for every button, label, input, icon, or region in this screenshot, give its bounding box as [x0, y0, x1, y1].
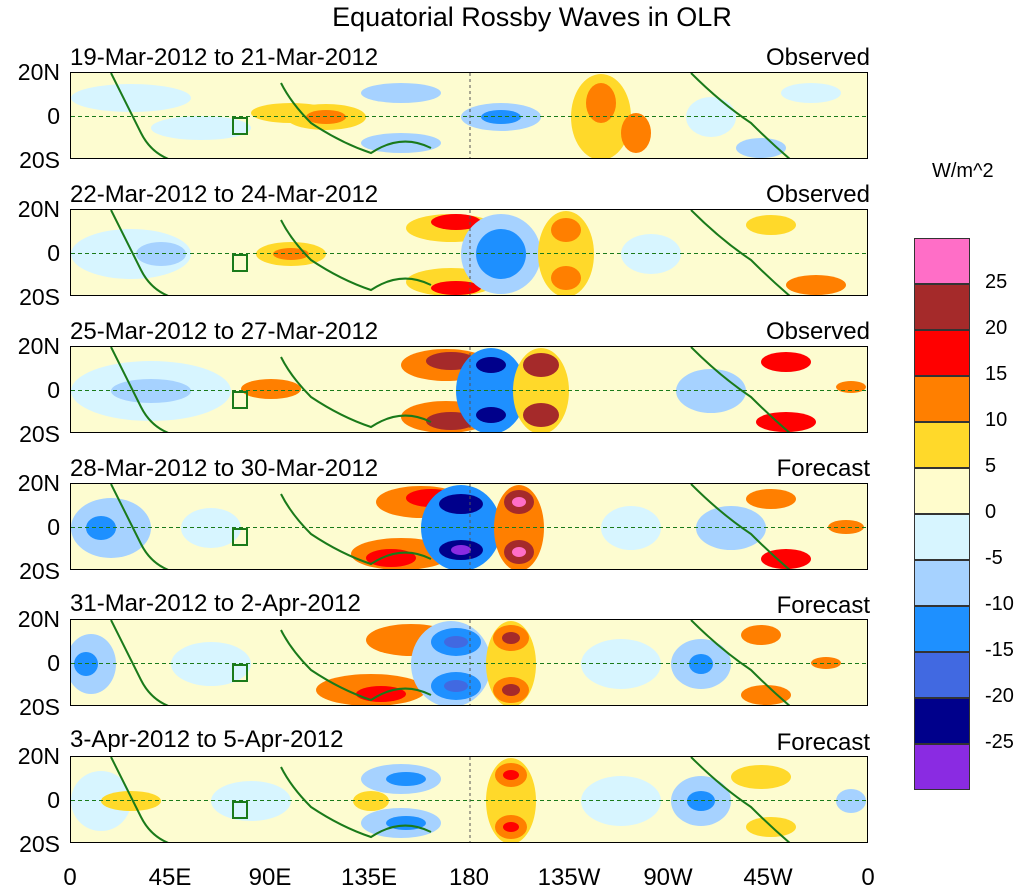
y-tick-20n: 20N	[17, 470, 60, 496]
colorbar-swatch	[914, 376, 970, 422]
colorbar-swatch	[914, 422, 970, 468]
colorbar-label: -20	[985, 685, 1014, 707]
olr-map-panel-1	[70, 72, 868, 159]
olr-map-panel-4	[70, 483, 868, 570]
colorbar-swatch	[914, 330, 970, 376]
colorbar-label: -5	[985, 547, 1003, 569]
colorbar-swatch	[914, 606, 970, 652]
x-tick-45e: 45E	[148, 864, 192, 891]
colorbar-label: 20	[985, 317, 1008, 339]
y-tick-0: 0	[47, 377, 60, 403]
y-tick-20n: 20N	[17, 743, 60, 769]
y-tick-20n: 20N	[17, 196, 60, 222]
colorbar-label: -25	[985, 731, 1014, 753]
x-tick-180: 180	[448, 864, 490, 891]
olr-map-panel-2	[70, 209, 868, 296]
y-tick-20s: 20S	[19, 421, 60, 447]
y-tick-20s: 20S	[19, 558, 60, 584]
panel-status: Forecast	[776, 729, 870, 756]
colorbar-swatch	[914, 284, 970, 330]
panel-date-range: 22-Mar-2012 to 24-Mar-2012	[70, 181, 379, 208]
olr-map-panel-6	[70, 756, 868, 843]
olr-map-panel-3	[70, 346, 868, 433]
colorbar-swatch	[914, 468, 970, 514]
panel-date-range: 3-Apr-2012 to 5-Apr-2012	[70, 726, 344, 753]
colorbar-label: 0	[985, 501, 997, 523]
colorbar-label: 25	[985, 271, 1008, 293]
x-tick-135e: 135E	[340, 864, 398, 891]
colorbar-label: 15	[985, 363, 1008, 385]
colorbar-swatch	[914, 560, 970, 606]
x-tick-0: 0	[63, 864, 77, 891]
panel-status: Observed	[765, 44, 870, 71]
figure-title: Equatorial Rossby Waves in OLR	[332, 2, 732, 32]
y-tick-0: 0	[47, 514, 60, 540]
y-tick-0: 0	[47, 787, 60, 813]
colorbar-label: 5	[985, 455, 997, 477]
panel-date-range: 28-Mar-2012 to 30-Mar-2012	[70, 455, 379, 482]
x-tick-90w: 90W	[643, 864, 693, 891]
panel-status: Forecast	[776, 455, 870, 482]
panel-date-range: 19-Mar-2012 to 21-Mar-2012	[70, 44, 379, 71]
x-tick-135w: 135W	[537, 864, 601, 891]
x-tick-0-end: 0	[861, 864, 875, 891]
colorbar-label: -10	[985, 593, 1014, 615]
x-tick-90e: 90E	[248, 864, 292, 891]
colorbar-swatch	[914, 238, 970, 284]
olr-map-panel-5	[70, 619, 868, 706]
panel-status: Observed	[765, 181, 870, 208]
y-tick-0: 0	[47, 650, 60, 676]
panel-date-range: 25-Mar-2012 to 27-Mar-2012	[70, 318, 379, 345]
colorbar-swatch	[914, 652, 970, 698]
y-tick-0: 0	[47, 240, 60, 266]
panel-status: Forecast	[776, 592, 870, 619]
y-tick-20n: 20N	[17, 59, 60, 85]
colorbar-swatch	[914, 698, 970, 744]
x-tick-45w: 45W	[743, 864, 793, 891]
panel-date-range: 31-Mar-2012 to 2-Apr-2012	[70, 590, 361, 617]
y-tick-0: 0	[47, 103, 60, 129]
panel-status: Observed	[765, 318, 870, 345]
colorbar-label: -15	[985, 639, 1014, 661]
y-tick-20s: 20S	[19, 284, 60, 310]
y-tick-20n: 20N	[17, 333, 60, 359]
y-tick-20s: 20S	[19, 694, 60, 720]
colorbar-units: W/m^2	[932, 160, 994, 182]
colorbar-swatch	[914, 744, 970, 790]
y-tick-20s: 20S	[19, 831, 60, 857]
colorbar-label: 10	[985, 409, 1008, 431]
y-tick-20n: 20N	[17, 606, 60, 632]
colorbar-swatch	[914, 514, 970, 560]
y-tick-20s: 20S	[19, 147, 60, 173]
